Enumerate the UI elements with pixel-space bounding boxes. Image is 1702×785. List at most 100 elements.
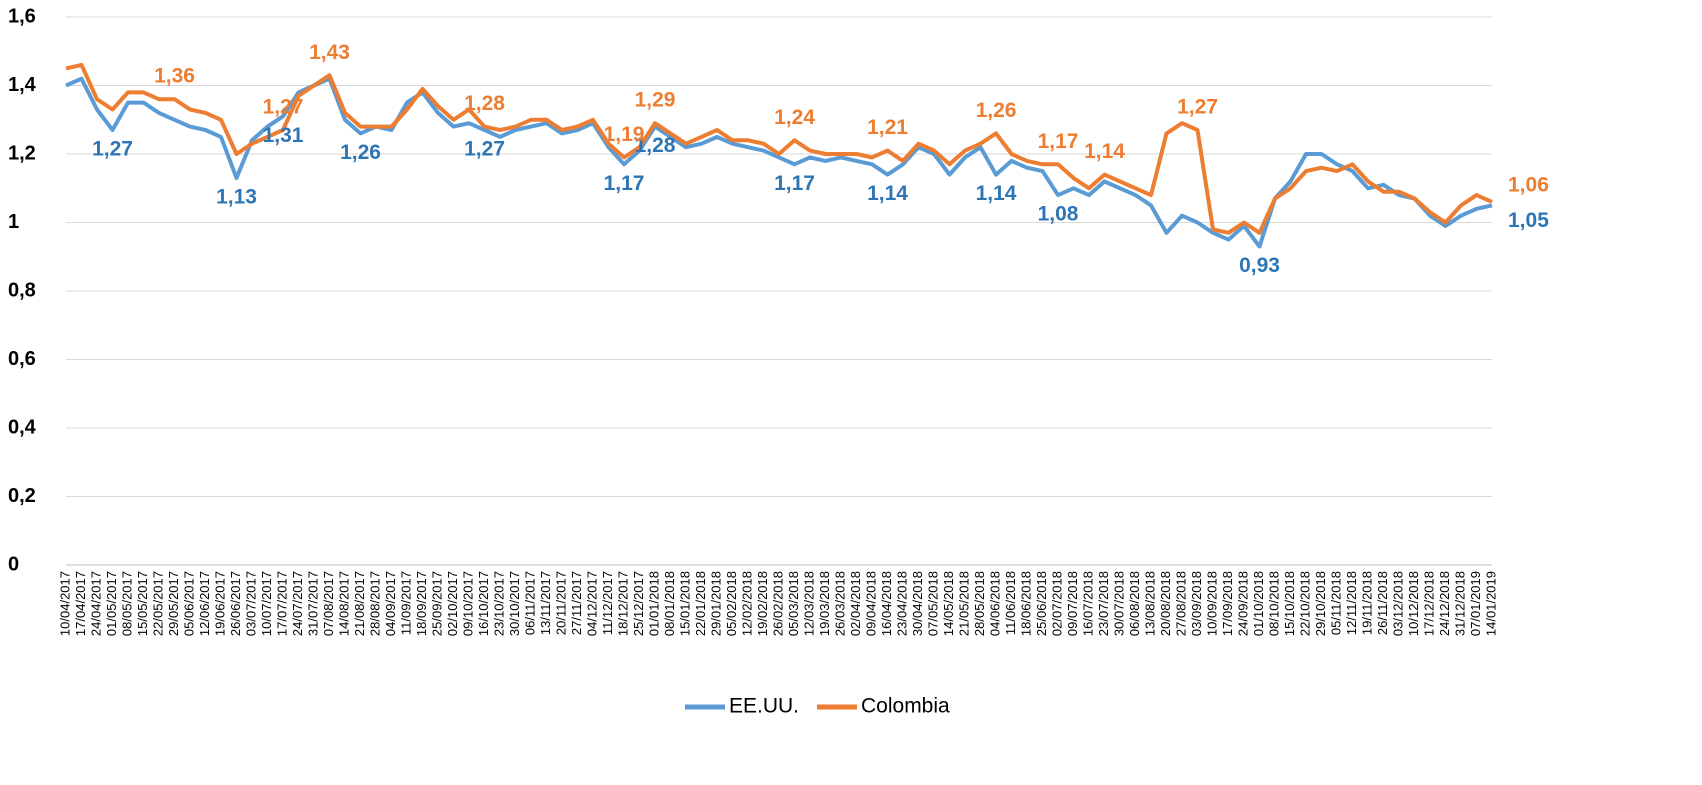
- data-label: 0,93: [1239, 254, 1280, 277]
- x-tick-label: 05/11/2018: [1328, 571, 1343, 635]
- x-tick-label: 02/07/2018: [1049, 571, 1064, 636]
- data-label: 1,27: [92, 138, 133, 161]
- x-tick-label: 16/10/2017: [476, 571, 491, 636]
- x-tick-label: 08/10/2018: [1266, 571, 1281, 636]
- x-tick-label: 12/06/2017: [197, 571, 212, 636]
- x-tick-label: 25/09/2017: [429, 571, 444, 636]
- x-tick-label: 10/07/2017: [259, 571, 274, 636]
- x-tick-label: 21/08/2017: [352, 571, 367, 636]
- x-tick-label: 14/08/2017: [336, 571, 351, 636]
- x-tick-label: 19/06/2017: [212, 571, 227, 636]
- data-label: 1,29: [635, 89, 676, 112]
- x-tick-label: 03/07/2017: [243, 571, 258, 636]
- x-tick-label: 25/06/2018: [1034, 571, 1049, 636]
- data-label: 1,19: [604, 123, 645, 146]
- x-tick-label: 12/02/2018: [739, 571, 754, 636]
- x-tick-label: 15/10/2018: [1282, 571, 1297, 636]
- x-tick-label: 29/10/2018: [1313, 571, 1328, 636]
- x-tick-label: 17/12/2018: [1421, 571, 1436, 636]
- x-tick-label: 11/09/2017: [398, 571, 413, 635]
- x-tick-label: 27/11/2017: [569, 571, 584, 635]
- data-label: 1,17: [1038, 130, 1079, 153]
- x-tick-label: 18/12/2017: [615, 571, 630, 636]
- x-tick-label: 04/09/2017: [383, 571, 398, 636]
- x-tick-label: 25/12/2017: [631, 571, 646, 636]
- x-tick-label: 02/10/2017: [445, 571, 460, 636]
- y-tick-label: 0,6: [8, 348, 36, 370]
- x-tick-label: 18/06/2018: [1018, 571, 1033, 636]
- y-tick-label: 0,2: [8, 485, 36, 507]
- x-tick-label: 01/01/2018: [646, 571, 661, 636]
- x-tick-label: 17/09/2018: [1220, 571, 1235, 636]
- data-label: 1,36: [154, 65, 195, 88]
- chart: 00,20,40,60,811,21,41,610/04/201717/04/2…: [0, 0, 1702, 780]
- x-tick-label: 13/08/2018: [1142, 571, 1157, 636]
- x-tick-label: 10/04/2017: [57, 571, 72, 636]
- x-tick-label: 07/05/2018: [925, 571, 940, 636]
- data-label: 1,08: [1038, 203, 1079, 226]
- data-label: 1,13: [216, 186, 257, 209]
- x-tick-label: 05/03/2018: [786, 571, 801, 636]
- x-tick-label: 30/07/2018: [1111, 571, 1126, 636]
- x-tick-label: 07/01/2019: [1468, 571, 1483, 636]
- x-tick-label: 24/09/2018: [1235, 571, 1250, 636]
- x-tick-label: 01/10/2018: [1251, 571, 1266, 636]
- data-label: 1,27: [1177, 96, 1218, 119]
- x-tick-label: 31/12/2018: [1452, 571, 1467, 636]
- data-label: 1,05: [1508, 209, 1549, 232]
- x-tick-label: 24/04/2017: [88, 571, 103, 636]
- data-label: 1,21: [867, 116, 908, 139]
- y-tick-label: 1,2: [8, 142, 36, 164]
- x-tick-label: 06/11/2017: [522, 571, 537, 635]
- x-tick-label: 20/11/2017: [553, 571, 568, 635]
- x-tick-label: 19/03/2018: [817, 571, 832, 636]
- data-label: 1,26: [340, 141, 381, 164]
- data-label: 1,28: [464, 92, 505, 115]
- series-line: [66, 65, 1492, 233]
- data-label: 1,43: [309, 41, 350, 64]
- x-tick-label: 23/07/2018: [1096, 571, 1111, 636]
- x-tick-label: 31/07/2017: [305, 571, 320, 636]
- x-tick-label: 24/12/2018: [1437, 571, 1452, 636]
- x-tick-label: 23/10/2017: [491, 571, 506, 636]
- x-tick-label: 28/08/2017: [367, 571, 382, 636]
- data-label: 1,27: [263, 96, 304, 119]
- x-tick-label: 30/04/2018: [910, 571, 925, 636]
- x-tick-label: 11/12/2017: [600, 571, 615, 635]
- x-tick-label: 06/08/2018: [1127, 571, 1142, 636]
- x-tick-label: 09/07/2018: [1065, 571, 1080, 636]
- x-tick-label: 03/09/2018: [1189, 571, 1204, 636]
- x-tick-label: 04/12/2017: [584, 571, 599, 636]
- x-tick-label: 07/08/2017: [321, 571, 336, 636]
- data-label: 1,06: [1508, 173, 1549, 196]
- x-tick-label: 13/11/2017: [538, 571, 553, 635]
- data-label: 1,14: [867, 182, 908, 205]
- x-tick-label: 09/04/2018: [863, 571, 878, 636]
- data-label: 1,17: [774, 172, 815, 195]
- data-label: 1,17: [604, 172, 645, 195]
- data-label: 1,27: [464, 138, 505, 161]
- x-tick-label: 26/02/2018: [770, 571, 785, 636]
- x-tick-label: 22/10/2018: [1297, 571, 1312, 636]
- y-tick-label: 0: [8, 553, 19, 575]
- x-tick-label: 10/09/2018: [1204, 571, 1219, 636]
- x-tick-label: 23/04/2018: [894, 571, 909, 636]
- legend-label: Colombia: [861, 695, 950, 718]
- x-tick-label: 11/06/2018: [1003, 571, 1018, 635]
- data-label: 1,14: [976, 182, 1017, 205]
- x-tick-label: 26/11/2018: [1375, 571, 1390, 635]
- data-label: 1,31: [263, 124, 304, 147]
- x-tick-label: 22/01/2018: [693, 571, 708, 636]
- x-tick-label: 26/06/2017: [228, 571, 243, 636]
- x-tick-label: 30/10/2017: [507, 571, 522, 636]
- y-tick-label: 1: [8, 211, 19, 233]
- x-tick-label: 20/08/2018: [1158, 571, 1173, 636]
- x-tick-label: 18/09/2017: [414, 571, 429, 636]
- x-tick-label: 14/01/2019: [1483, 571, 1498, 636]
- x-tick-label: 28/05/2018: [972, 571, 987, 636]
- x-tick-label: 02/04/2018: [848, 571, 863, 636]
- x-tick-label: 15/01/2018: [677, 571, 692, 636]
- x-tick-label: 12/11/2018: [1344, 571, 1359, 635]
- y-tick-label: 0,4: [8, 416, 37, 438]
- x-tick-label: 26/03/2018: [832, 571, 847, 636]
